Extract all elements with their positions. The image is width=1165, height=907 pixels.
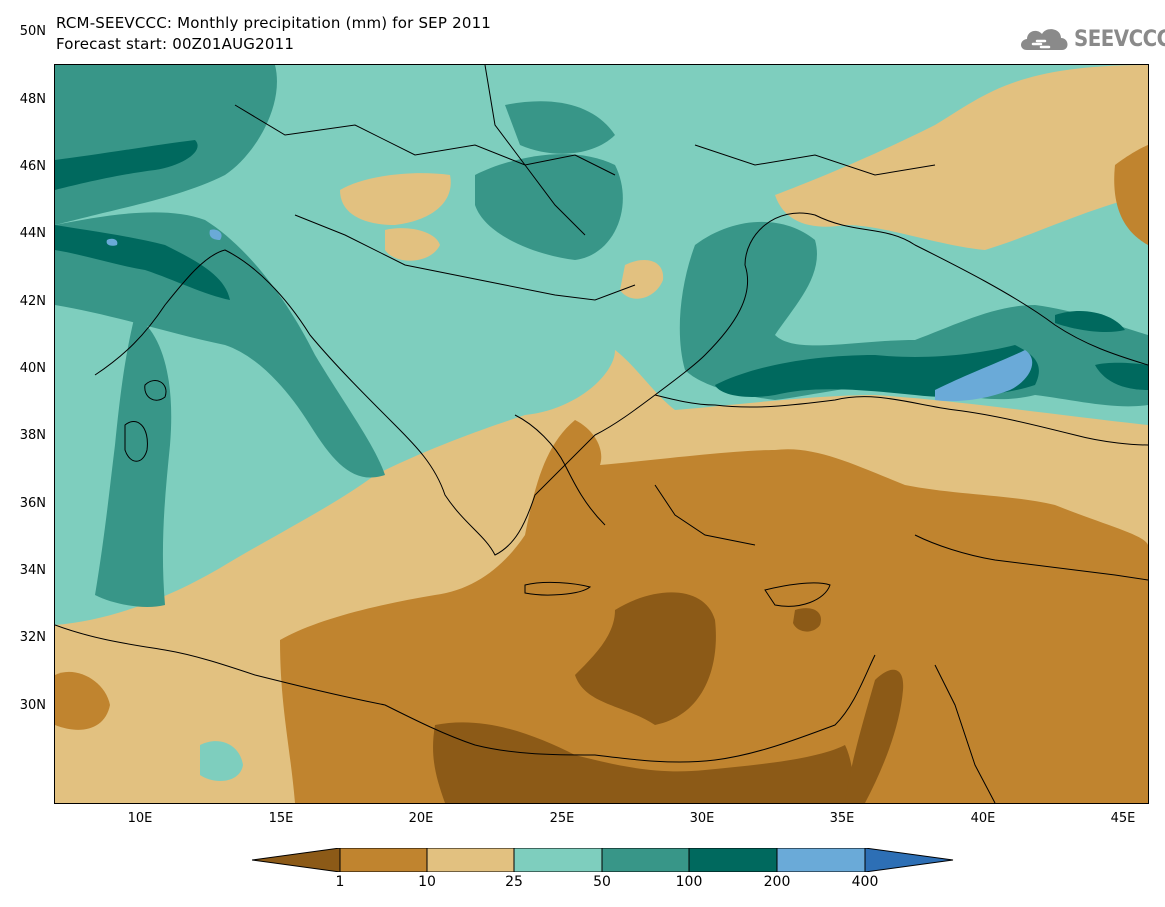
lon-label: 35E <box>829 811 855 826</box>
seevccc-logo: SEEVCCC <box>1017 22 1165 58</box>
lat-label: 40N <box>19 361 46 376</box>
lat-label: 38N <box>19 428 46 443</box>
colorbar-segment-lt1 <box>252 848 341 872</box>
cloud-logo-icon <box>1021 29 1068 50</box>
colorbar-label: 25 <box>505 874 523 890</box>
colorbar-label: 50 <box>593 874 611 890</box>
lon-label: 15E <box>268 811 294 826</box>
precipitation-field <box>55 65 1148 803</box>
lat-label: 44N <box>19 226 46 241</box>
lat-label: 36N <box>19 496 46 511</box>
lat-label: 48N <box>19 92 46 107</box>
lat-label: 30N <box>19 698 46 713</box>
colorbar <box>252 848 954 872</box>
colorbar-label: 400 <box>851 874 879 890</box>
colorbar-segment-50-100 <box>601 848 690 872</box>
colorbar-segment-200-400 <box>776 848 866 872</box>
colorbar-label: 200 <box>763 874 791 890</box>
colorbar-segment-25-50 <box>513 848 603 872</box>
colorbar-segment-gt400 <box>864 848 954 872</box>
lon-label: 30E <box>689 811 715 826</box>
logo-text: SEEVCCC <box>1074 27 1165 52</box>
lat-label: 50N <box>19 24 46 39</box>
lon-label: 25E <box>549 811 575 826</box>
lon-label: 45E <box>1110 811 1136 826</box>
lon-label: 10E <box>127 811 153 826</box>
lat-label: 46N <box>19 159 46 174</box>
forecast-start-label: Forecast start: 00Z01AUG2011 <box>56 35 295 53</box>
lon-label: 40E <box>970 811 996 826</box>
lat-label: 32N <box>19 630 46 645</box>
lon-label: 20E <box>408 811 434 826</box>
lat-label: 42N <box>19 294 46 309</box>
colorbar-label: 10 <box>418 874 436 890</box>
precipitation-map <box>54 64 1149 804</box>
colorbar-label: 1 <box>335 874 345 890</box>
colorbar-segment-1-10 <box>339 848 428 872</box>
colorbar-segment-100-200 <box>688 848 778 872</box>
colorbar-label: 100 <box>675 874 703 890</box>
lat-label: 34N <box>19 563 46 578</box>
colorbar-segment-10-25 <box>426 848 515 872</box>
map-title: RCM-SEEVCCC: Monthly precipitation (mm) … <box>56 14 492 32</box>
